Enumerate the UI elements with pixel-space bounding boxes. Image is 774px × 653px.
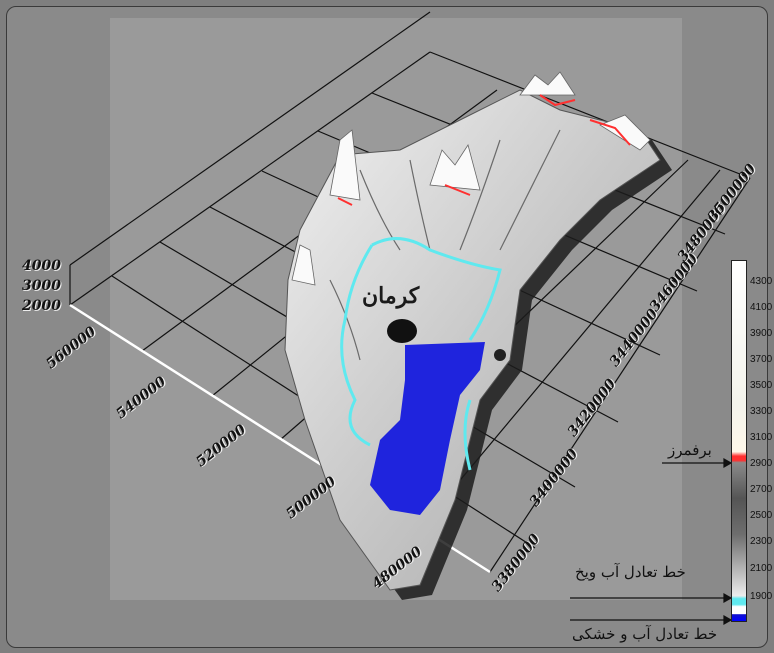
colorbar-tick: 2700 bbox=[750, 484, 773, 495]
colorbar-tick: 3300 bbox=[750, 406, 773, 417]
colorbar-tick: 2100 bbox=[750, 563, 773, 574]
colorbar-tick: 2900 bbox=[750, 458, 773, 469]
colorbar-tick: 2300 bbox=[750, 536, 773, 547]
mountain-ridges bbox=[291, 71, 651, 286]
lake-basin bbox=[370, 342, 485, 515]
snowline-contours bbox=[337, 94, 631, 206]
colorbar-tick: 3100 bbox=[750, 432, 773, 443]
snow-water-balance-annotation: خط تعادل آب ویخ bbox=[575, 563, 686, 581]
colorbar-tick: 4300 bbox=[750, 276, 773, 287]
city-label: کرمان bbox=[362, 283, 420, 309]
legend-arrows bbox=[570, 457, 733, 626]
z-tick-label: 2000 bbox=[22, 298, 61, 314]
water-land-balance-annotation: خط تعادل آب و خشکی bbox=[572, 625, 718, 643]
colorbar-tick: 3900 bbox=[750, 328, 773, 339]
secondary-marker bbox=[494, 349, 506, 361]
colorbar-tick: 1900 bbox=[750, 591, 773, 602]
colorbar-tick: 2500 bbox=[750, 510, 773, 521]
z-tick-label: 4000 bbox=[22, 258, 61, 274]
snowline-annotation: برفمرز bbox=[668, 441, 712, 459]
kerman-city-marker bbox=[387, 319, 417, 343]
z-tick-label: 3000 bbox=[22, 278, 61, 294]
elevation-colorbar bbox=[731, 260, 747, 622]
colorbar-tick: 3500 bbox=[750, 380, 773, 391]
colorbar-tick: 4100 bbox=[750, 302, 773, 313]
snow-water-balance-contour bbox=[340, 237, 502, 471]
drainage-lines bbox=[329, 129, 561, 361]
colorbar-tick: 3700 bbox=[750, 354, 773, 365]
